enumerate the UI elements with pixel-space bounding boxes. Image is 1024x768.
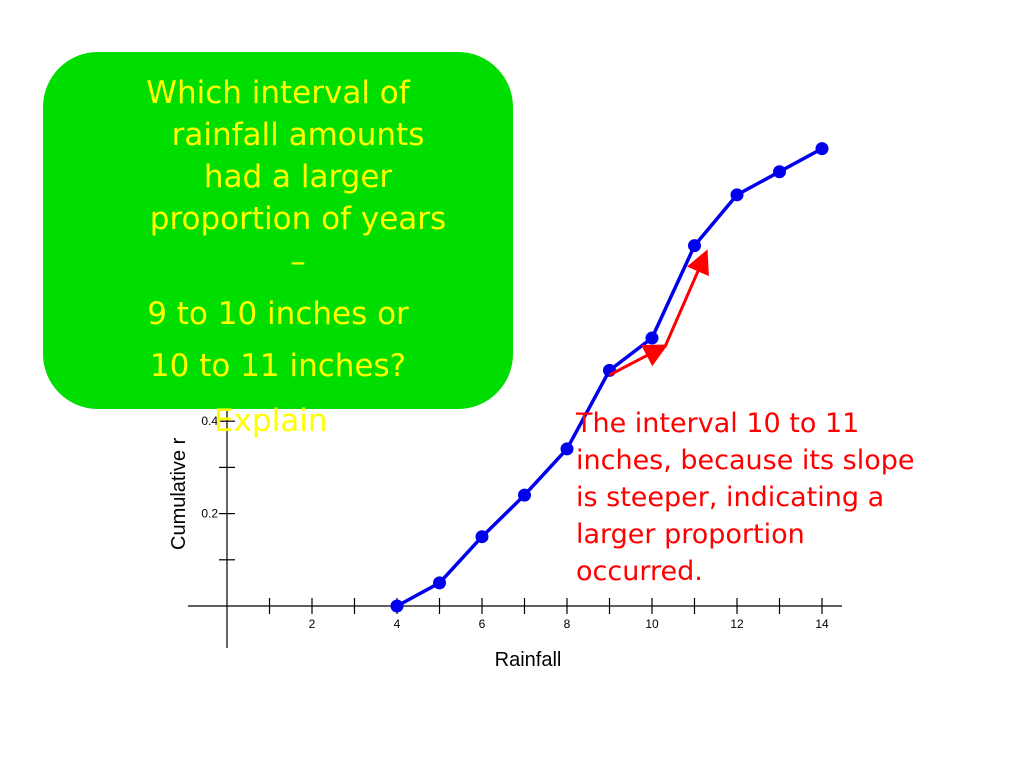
- answer-line: The interval 10 to 11: [576, 408, 860, 439]
- question-choice-2: 10 to 11 inches?: [149, 348, 407, 384]
- question-choice-1: 9 to 10 inches or: [147, 296, 409, 332]
- x-tick-label: 2: [309, 617, 316, 631]
- answer-line: occurred.: [576, 555, 703, 587]
- x-tick-label: 14: [815, 617, 829, 631]
- x-axis-title: Rainfall: [495, 649, 562, 671]
- x-tick-label: 12: [730, 617, 744, 631]
- x-tick-label: 8: [564, 617, 571, 631]
- slope-arrow: [608, 344, 668, 377]
- x-tick-label: 6: [479, 617, 486, 631]
- data-point: [518, 488, 531, 502]
- data-point: [730, 188, 744, 202]
- data-point: [390, 599, 404, 613]
- question-line: Which interval of: [146, 75, 410, 111]
- data-point: [773, 165, 786, 179]
- question-line: –: [290, 243, 306, 280]
- y-tick-label: 0.2: [201, 507, 218, 521]
- slope-arrow: [663, 249, 709, 348]
- y-tick-label: 0.4: [201, 414, 218, 428]
- data-point: [815, 142, 829, 156]
- question-text: Which interval of rainfall amounts had a…: [43, 72, 513, 283]
- data-point: [688, 239, 701, 253]
- question-line: had a larger: [203, 159, 393, 196]
- question-explain: Explain: [214, 403, 328, 439]
- x-tick-label: 10: [645, 617, 659, 631]
- data-point: [560, 442, 574, 456]
- question-box: [43, 52, 513, 409]
- y-axis-title: Cumulative r: [168, 437, 190, 550]
- answer-text: The interval 10 to 11 inches, because it…: [576, 406, 1016, 591]
- data-point: [433, 576, 446, 590]
- answer-line: is steeper, indicating a: [576, 481, 885, 513]
- data-point: [475, 530, 489, 544]
- answer-line: larger proportion: [576, 518, 805, 550]
- answer-line: inches, because its slope: [576, 444, 915, 476]
- x-tick-label: 4: [394, 617, 401, 631]
- question-line: rainfall amounts: [171, 117, 425, 154]
- question-line: proportion of years: [149, 201, 447, 238]
- data-point: [645, 331, 659, 345]
